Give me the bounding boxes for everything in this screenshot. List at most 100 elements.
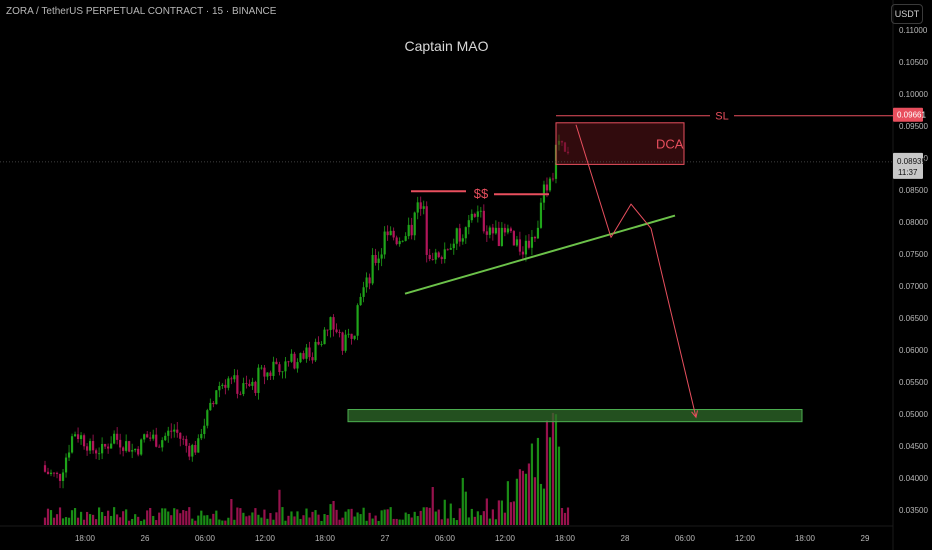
candle-body <box>533 236 537 239</box>
volume-bar <box>368 512 371 525</box>
candle-body <box>67 452 71 458</box>
volume-bar <box>146 510 149 525</box>
candle-body <box>134 448 137 451</box>
candle-body <box>79 435 83 440</box>
price-tick-label: 0.09500 <box>899 122 928 131</box>
candle-body <box>338 332 341 333</box>
price-tick-label: 0.03500 <box>899 506 928 515</box>
symbol-title[interactable]: ZORA / TetherUS PERPETUAL CONTRACT · 15 … <box>6 6 277 17</box>
volume-bar <box>338 519 341 525</box>
candle-body <box>332 317 335 330</box>
candle-body <box>52 472 56 474</box>
volume-bar <box>509 502 512 525</box>
candle-body <box>410 224 413 236</box>
volume-bar <box>155 520 158 525</box>
candle-body <box>452 243 455 249</box>
volume-bar <box>94 519 98 525</box>
candle-body <box>317 341 320 345</box>
time-axis[interactable]: 18:00 26 06:00 12:00 18:00 27 06:00 12:00 18:00 2… <box>75 534 870 543</box>
candle-body <box>164 435 167 441</box>
time-tick-label: 12:00 <box>495 534 516 543</box>
candle-body <box>527 240 531 248</box>
candle-body <box>326 329 329 331</box>
candle-body <box>362 287 365 297</box>
volume-bar <box>365 520 368 525</box>
time-tick-label: 06:00 <box>675 534 696 543</box>
volume-bar <box>215 510 218 525</box>
volume-bar <box>443 499 446 525</box>
candle-body <box>158 446 161 448</box>
candle-body <box>461 238 464 242</box>
volume-bar <box>221 520 224 525</box>
candle-body <box>494 227 497 234</box>
volume-bar <box>458 508 461 525</box>
volume-bars <box>43 412 570 525</box>
volume-bar <box>353 516 356 525</box>
candle-body <box>422 206 425 209</box>
volume-bar <box>317 514 320 525</box>
candle-body <box>137 448 140 455</box>
volume-bar <box>167 511 170 525</box>
stop-loss-label: SL <box>715 111 728 123</box>
candle-body <box>119 439 122 448</box>
price-tick-label: 0.05500 <box>899 378 928 387</box>
volume-bar <box>137 516 140 525</box>
volume-bar <box>76 517 80 525</box>
candle-body <box>110 443 113 449</box>
candle-body <box>146 434 149 438</box>
currency-unit-button[interactable]: USDT <box>891 4 923 24</box>
candle-body <box>70 436 74 453</box>
volume-bar <box>512 501 515 525</box>
volume-bar <box>506 481 509 525</box>
volume-bar <box>377 520 380 525</box>
time-tick-label: 12:00 <box>735 534 756 543</box>
volume-bar <box>191 518 194 525</box>
volume-bar <box>239 508 242 525</box>
candle-body <box>308 347 311 358</box>
volume-bar <box>73 508 77 525</box>
candle-body <box>446 249 449 251</box>
volume-bar <box>119 517 122 525</box>
candle-body <box>185 439 188 446</box>
volume-bar <box>257 514 260 525</box>
volume-bar <box>122 511 125 525</box>
candle-body <box>401 240 404 242</box>
volume-bar <box>242 512 245 525</box>
candle-body <box>488 227 491 235</box>
volume-bar <box>335 509 338 525</box>
candle-body <box>443 249 446 260</box>
candle-body <box>179 432 182 439</box>
candle-body <box>85 446 89 451</box>
volume-bar <box>281 507 284 525</box>
volume-bar <box>401 519 404 525</box>
volume-bar <box>560 508 564 525</box>
candle-body <box>371 254 374 284</box>
drawing-annotations[interactable]: DCA SL $$ <box>0 107 893 423</box>
candle-body <box>209 402 212 411</box>
volume-bar <box>530 443 534 525</box>
time-tick-label: 06:00 <box>195 534 216 543</box>
volume-bar <box>188 507 191 525</box>
stop-loss-label-bg <box>710 107 734 124</box>
candle-body <box>470 213 473 221</box>
volume-bar <box>449 503 452 525</box>
volume-bar <box>326 514 329 525</box>
candle-body <box>275 361 278 365</box>
candle-body <box>272 361 275 376</box>
candle-body <box>413 212 416 236</box>
volume-bar <box>344 511 347 525</box>
volume-bar <box>398 519 401 525</box>
sl-price-badge-text: 0.09661 <box>897 111 926 120</box>
candle-body <box>506 228 509 233</box>
price-tick-label: 0.06000 <box>899 346 928 355</box>
sl-price-badge <box>893 107 923 122</box>
volume-bar <box>320 520 323 525</box>
candle-body <box>374 254 377 263</box>
volume-bar <box>566 507 570 525</box>
time-tick-label: 18:00 <box>795 534 816 543</box>
volume-bar <box>49 510 53 525</box>
volume-bar <box>380 510 383 525</box>
volume-bar <box>341 517 344 525</box>
volume-bar <box>70 510 74 525</box>
